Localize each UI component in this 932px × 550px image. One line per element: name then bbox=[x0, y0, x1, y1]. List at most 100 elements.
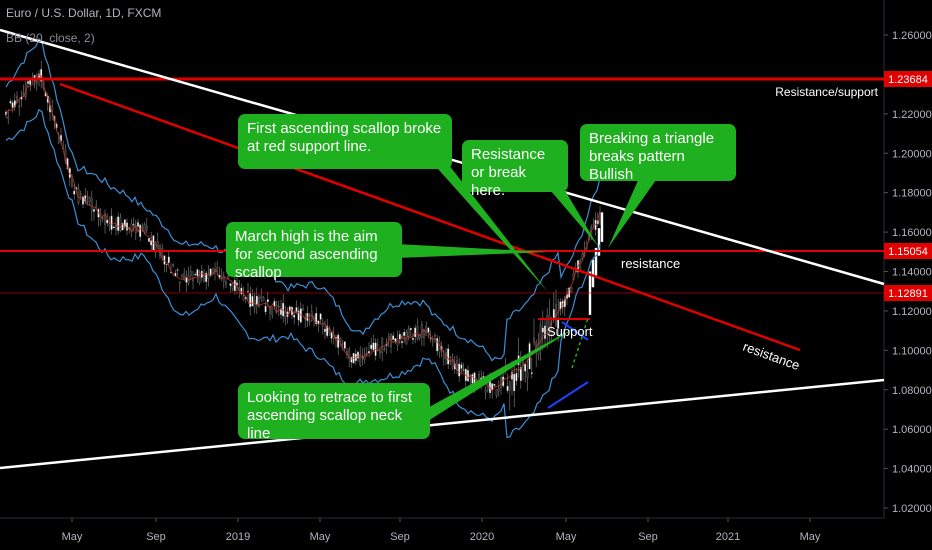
red-trendline bbox=[59, 82, 801, 352]
price-tick-label: 1.26000 bbox=[892, 30, 932, 42]
symbol-title: Euro / U.S. Dollar, 1D, FXCM bbox=[6, 6, 162, 20]
candle-body bbox=[552, 309, 555, 318]
candle-body bbox=[108, 223, 111, 226]
price-tick-label: 1.16000 bbox=[892, 227, 932, 239]
price-tag-bg bbox=[884, 71, 932, 87]
candle-body bbox=[126, 222, 128, 231]
candle-body bbox=[82, 196, 84, 205]
candle-body bbox=[117, 216, 120, 231]
candle-body bbox=[308, 321, 311, 323]
candle-body bbox=[222, 276, 225, 282]
candle-body bbox=[95, 205, 98, 208]
candle-body bbox=[431, 339, 434, 342]
candle-body bbox=[227, 275, 230, 279]
candle-body bbox=[123, 219, 126, 228]
candle-body bbox=[264, 306, 267, 313]
candle-body bbox=[251, 296, 254, 307]
price-tag-label: 1.15054 bbox=[888, 246, 928, 258]
candle-body bbox=[319, 313, 322, 320]
price-tick-label: 1.06000 bbox=[892, 424, 932, 436]
candle-body bbox=[205, 272, 208, 282]
candle-body bbox=[451, 362, 454, 367]
candle-body bbox=[209, 268, 212, 276]
price-tag-bg bbox=[884, 285, 932, 301]
price-tick-label: 1.04000 bbox=[892, 464, 932, 476]
breakout-candle bbox=[600, 212, 604, 242]
candle-body bbox=[110, 215, 113, 230]
candle-body bbox=[211, 268, 214, 273]
candle-body bbox=[383, 348, 386, 350]
time-tick-label: May bbox=[62, 531, 83, 543]
bb-upper-band bbox=[5, 37, 601, 362]
candle-body bbox=[11, 102, 14, 108]
time-tick-label: 2020 bbox=[470, 531, 494, 543]
candle-body bbox=[258, 297, 260, 308]
candle-body bbox=[462, 369, 465, 371]
candle-body bbox=[137, 222, 139, 227]
ascending-trendline bbox=[0, 378, 885, 470]
time-tick-label: 2021 bbox=[716, 531, 740, 543]
candle-body bbox=[357, 351, 359, 359]
candle-body bbox=[442, 355, 445, 360]
candle-body bbox=[398, 334, 401, 340]
candle-body bbox=[376, 344, 379, 346]
time-tick-label: Sep bbox=[146, 531, 166, 543]
candle-body bbox=[544, 325, 546, 339]
candle-body bbox=[104, 215, 106, 225]
pointer-first-scallop bbox=[430, 160, 548, 292]
candle-body bbox=[121, 222, 124, 231]
candle-body bbox=[183, 273, 186, 280]
candle-body bbox=[51, 106, 54, 112]
price-tick-label: 1.12000 bbox=[892, 306, 932, 318]
triangle-dotted-line bbox=[571, 317, 589, 369]
candle-body bbox=[548, 315, 551, 328]
time-axis: May Sep 2019 May Sep 2020 May Sep 2021 May bbox=[62, 518, 821, 543]
callout-march-high[interactable]: March high is the aim for second ascendi… bbox=[226, 222, 402, 281]
candle-body bbox=[236, 282, 238, 286]
candle-body bbox=[139, 224, 142, 237]
candle-body bbox=[449, 356, 452, 358]
candle-body bbox=[165, 263, 168, 266]
resistance-support-label: Resistance/support bbox=[775, 85, 878, 99]
candle-body bbox=[112, 226, 115, 229]
candle-body bbox=[73, 190, 76, 195]
candle-body bbox=[579, 260, 582, 269]
price-tick-label: 1.22000 bbox=[892, 109, 932, 121]
callout-resistance-break[interactable]: Resistance or break here. bbox=[462, 140, 568, 199]
candle-body bbox=[253, 300, 256, 309]
price-tag-bg bbox=[884, 243, 932, 259]
candle-body bbox=[141, 227, 144, 229]
candle-body bbox=[541, 327, 544, 333]
callout-triangle-breakout[interactable]: Breaking a triangle breaks pattern Bulli… bbox=[580, 124, 736, 183]
breakout-candle bbox=[597, 228, 601, 256]
breakout-candle bbox=[594, 247, 598, 276]
candle-body bbox=[132, 224, 135, 226]
candle-body bbox=[467, 370, 469, 382]
breakout-candle bbox=[591, 259, 595, 288]
price-tags: 1.23684 1.15054 1.12891 bbox=[884, 71, 932, 301]
callout-first-scallop[interactable]: First ascending scallop broke at red sup… bbox=[238, 114, 452, 169]
candle-body bbox=[29, 80, 32, 85]
candle-body bbox=[570, 287, 573, 293]
candle-body bbox=[550, 328, 553, 335]
candle-body bbox=[497, 387, 500, 392]
candle-body bbox=[341, 343, 344, 345]
candle-body bbox=[330, 332, 333, 339]
candle-body bbox=[519, 367, 522, 381]
candle-body bbox=[293, 314, 296, 318]
candle-body bbox=[266, 299, 269, 303]
price-tick-label: 1.10000 bbox=[892, 345, 932, 357]
candle-body bbox=[71, 177, 73, 187]
candle-body bbox=[167, 256, 170, 263]
triangle-upper-line bbox=[561, 321, 589, 341]
candle-body bbox=[365, 352, 368, 354]
candle-body bbox=[368, 351, 370, 354]
price-tick-label: 1.18000 bbox=[892, 188, 932, 200]
callout-retrace[interactable]: Looking to retrace to first ascending sc… bbox=[238, 383, 430, 442]
candle-body bbox=[458, 363, 461, 377]
candle-body bbox=[196, 269, 199, 277]
candle-body bbox=[101, 217, 104, 219]
candle-body bbox=[277, 306, 280, 308]
candle-body bbox=[216, 267, 219, 272]
